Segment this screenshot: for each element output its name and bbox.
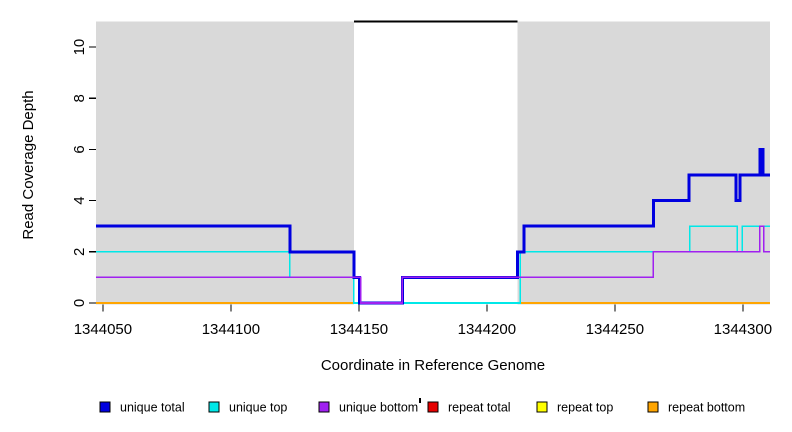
- y-axis-title: Read Coverage Depth: [20, 90, 37, 240]
- x-tick-label: 1344150: [330, 321, 388, 338]
- y-tick-label: 8: [71, 94, 88, 102]
- legend-swatch-unique-total: [99, 401, 111, 413]
- stray-mark: [419, 398, 421, 403]
- legend-label-unique-top: unique top: [229, 401, 287, 415]
- highlight-region: [353, 21, 518, 305]
- y-tick-label: 0: [71, 299, 88, 307]
- legend-swatch-unique-top: [208, 401, 220, 413]
- legend-swatch-repeat-total: [427, 401, 439, 413]
- legend-label-repeat-top: repeat top: [557, 401, 613, 415]
- legend-label-repeat-bottom: repeat bottom: [668, 401, 745, 415]
- legend-label-unique-bottom: unique bottom: [339, 401, 418, 415]
- y-tick-label: 2: [71, 248, 88, 256]
- x-tick-label: 1344050: [74, 321, 132, 338]
- legend-label-repeat-total: repeat total: [448, 401, 511, 415]
- y-tick-label: 10: [71, 39, 88, 56]
- x-tick-label: 1344100: [202, 321, 260, 338]
- legend-label-unique-total: unique total: [120, 401, 185, 415]
- series-unique-bottom: [96, 225, 770, 304]
- x-tick-label: 1344200: [458, 321, 516, 338]
- legend-swatch-unique-bottom: [318, 401, 330, 413]
- x-tick-label: 1344300: [714, 321, 772, 338]
- y-tick-label: 6: [71, 145, 88, 153]
- legend-swatch-repeat-bottom: [647, 401, 659, 413]
- legend-swatch-repeat-top: [536, 401, 548, 413]
- x-axis-title: Coordinate in Reference Genome: [320, 357, 546, 374]
- y-tick-label: 4: [71, 196, 88, 204]
- x-tick-label: 1344250: [586, 321, 644, 338]
